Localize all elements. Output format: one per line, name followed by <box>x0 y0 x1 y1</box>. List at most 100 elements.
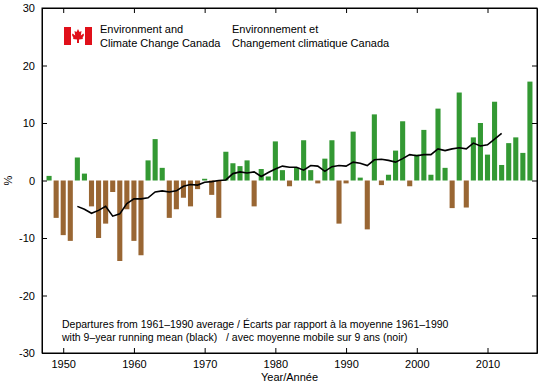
bar <box>464 181 469 208</box>
tick <box>346 8 347 13</box>
bar <box>329 140 334 180</box>
tick-mark <box>488 8 489 13</box>
y-axis-title: % <box>2 175 14 185</box>
bar <box>294 168 299 181</box>
bar <box>308 170 313 180</box>
bar <box>315 181 320 184</box>
bar <box>386 175 391 181</box>
tick <box>532 353 537 354</box>
plot-frame <box>42 8 537 353</box>
x-axis-title: Year/Année <box>261 371 318 383</box>
tick <box>63 8 64 13</box>
tick <box>275 8 276 13</box>
bar <box>181 181 186 198</box>
tick-mark <box>42 353 47 354</box>
bar <box>61 181 66 236</box>
tick: -10 <box>19 232 47 244</box>
tick-mark <box>417 348 418 353</box>
tick-mark <box>488 348 489 353</box>
bar <box>54 181 59 218</box>
bar <box>68 181 73 241</box>
bar <box>506 143 511 180</box>
tick-mark <box>42 8 47 9</box>
bar <box>230 163 235 180</box>
x-axis-top <box>43 8 538 13</box>
bar <box>266 176 271 180</box>
bar <box>131 181 136 241</box>
tick-label: 1980 <box>264 358 288 370</box>
bar <box>301 140 306 180</box>
tick <box>205 8 206 13</box>
y-axis-right <box>532 9 538 354</box>
bar <box>273 141 278 180</box>
tick <box>532 66 537 67</box>
bar <box>138 181 143 256</box>
bar <box>117 181 122 262</box>
tick-mark <box>42 181 47 182</box>
tick-label: 2010 <box>476 358 500 370</box>
bar <box>252 181 257 207</box>
tick-mark <box>532 238 537 239</box>
tick: 0 <box>29 175 47 187</box>
bar <box>407 181 412 187</box>
bar <box>499 165 504 181</box>
tick: -20 <box>19 290 47 302</box>
tick-mark <box>346 8 347 13</box>
axis-line <box>43 353 538 354</box>
tick-mark <box>205 8 206 13</box>
tick <box>532 8 537 9</box>
bar <box>103 181 108 224</box>
flag-logo <box>64 27 92 45</box>
tick-mark <box>42 238 47 239</box>
tick-mark <box>63 8 64 13</box>
tick-label: -20 <box>19 290 35 302</box>
tick-label: -10 <box>19 232 35 244</box>
tick-label: 1950 <box>51 358 75 370</box>
tick-label: -30 <box>19 347 35 359</box>
bar <box>47 176 52 181</box>
tick: 1960 <box>122 348 146 370</box>
tick <box>532 181 537 182</box>
bar <box>153 139 158 180</box>
bar <box>443 168 448 181</box>
tick-mark <box>63 348 64 353</box>
bar <box>478 123 483 181</box>
tick-label: 2000 <box>405 358 429 370</box>
tick-label: 30 <box>23 2 35 14</box>
tick: 2000 <box>405 348 429 370</box>
tick-mark <box>346 348 347 353</box>
tick <box>417 8 418 13</box>
tick-mark <box>532 123 537 124</box>
bar <box>287 181 292 187</box>
tick: 2010 <box>476 348 500 370</box>
bar <box>223 152 228 181</box>
tick-mark <box>205 348 206 353</box>
bar <box>485 155 490 181</box>
annotation: Climate Change Canada <box>100 37 221 49</box>
tick-mark <box>42 66 47 67</box>
tick-mark <box>417 8 418 13</box>
bar <box>520 153 525 181</box>
bar <box>75 158 80 181</box>
axis-line <box>537 9 538 354</box>
bar <box>237 166 242 180</box>
bar <box>400 121 405 180</box>
tick: 1980 <box>264 348 288 370</box>
annotation: with 9–year running mean (black) / avec … <box>61 331 408 343</box>
annotation: Changement climatique Canada <box>232 37 390 49</box>
annotation: Departures from 1961–1990 average / Écar… <box>62 318 449 330</box>
bar <box>146 160 151 180</box>
bar <box>216 181 221 218</box>
tick-mark <box>275 348 276 353</box>
tick-mark <box>532 181 537 182</box>
axis-line <box>43 8 538 9</box>
bar <box>393 151 398 181</box>
tick: 30 <box>23 2 47 14</box>
bars <box>47 82 533 261</box>
bar <box>513 137 518 180</box>
tick: -30 <box>19 347 47 359</box>
bar <box>365 181 370 230</box>
tick <box>488 8 489 13</box>
x-axis: 1950196019701980199020002010 <box>43 348 538 370</box>
tick-label: 10 <box>23 117 35 129</box>
